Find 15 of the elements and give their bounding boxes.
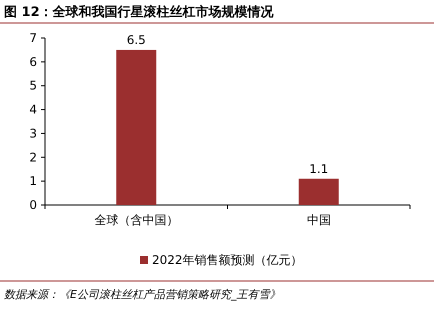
y-tick-label: 2 [29, 150, 37, 164]
chart-title: 图 12：全球和我国行星滚柱丝杠市场规模情况 [4, 4, 275, 20]
y-tick-label: 5 [29, 78, 37, 93]
source-note: 数据来源：《E公司滚柱丝杠产品营销策略研究_王有雪》 [4, 288, 280, 301]
data-label: 1.1 [309, 162, 328, 176]
y-tick-label: 0 [29, 198, 37, 212]
y-tick-label: 4 [29, 102, 37, 117]
y-tick-label: 1 [29, 174, 37, 188]
y-tick-label: 7 [29, 31, 37, 45]
x-tick-label: 全球（含中国） [94, 213, 178, 227]
data-label: 6.5 [126, 32, 146, 47]
legend-label: 2022年销售额预测（亿元） [152, 253, 303, 267]
y-tick-label: 3 [29, 126, 37, 140]
x-tick-label: 中国 [306, 213, 331, 227]
y-tick-label: 6 [29, 54, 37, 69]
